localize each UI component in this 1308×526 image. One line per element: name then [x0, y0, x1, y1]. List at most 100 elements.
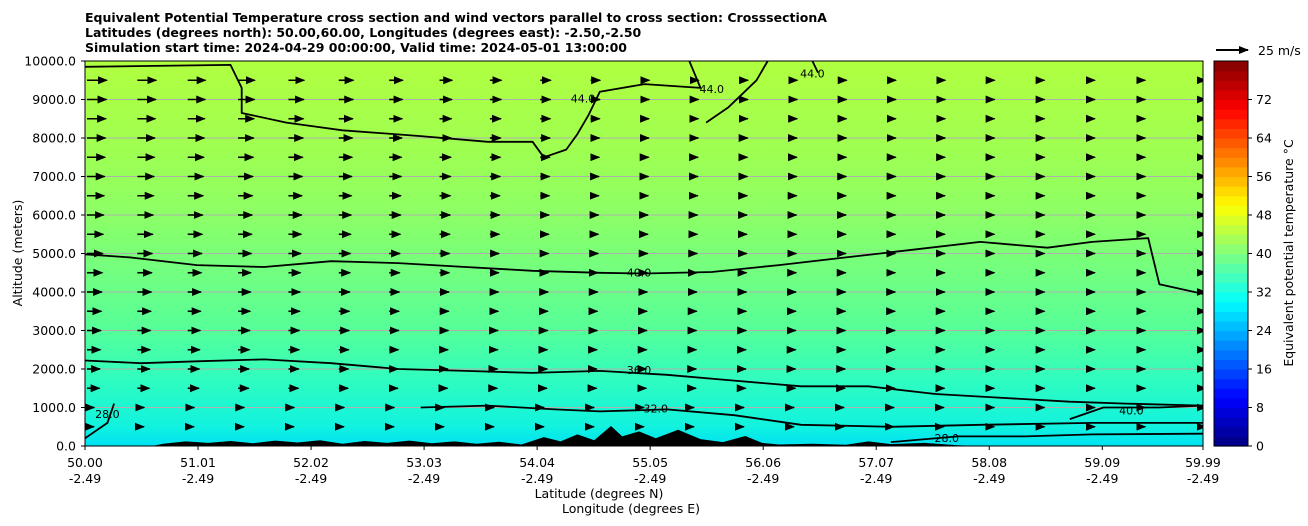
contour-label: 32.0 — [644, 402, 669, 415]
axes: 0.0 1000.0 2000.0 3000.0 4000.0 5000.0 6000.0 7… — [24, 54, 1221, 487]
colorbar-tick-label: 0 — [1256, 439, 1264, 454]
colorbar-band — [1214, 253, 1248, 264]
x-tick-label-lat: 52.02 — [293, 455, 329, 470]
colorbar-band — [1214, 320, 1248, 332]
colorbar-label: Equivalent potential temperature °C — [1281, 139, 1296, 367]
contour-label: 28.0 — [934, 432, 959, 445]
colorbar-band — [1214, 243, 1248, 255]
colorbar-band — [1214, 99, 1248, 110]
colorbar-band — [1214, 80, 1248, 91]
colorbar-band — [1214, 378, 1248, 389]
contour-label: 40.0 — [627, 267, 652, 280]
colorbar-band — [1214, 70, 1248, 81]
colorbar-band — [1214, 369, 1248, 380]
x-axis-label-longitude: Longitude (degrees E) — [562, 501, 700, 516]
colorbar-band — [1214, 157, 1248, 168]
colorbar-tick-label: 48 — [1256, 208, 1272, 223]
contour-line-40.0 — [85, 237, 1203, 295]
title-line-1: Equivalent Potential Temperature cross s… — [85, 10, 827, 25]
colorbar-tick-label: 40 — [1256, 246, 1272, 261]
x-tick-label-lon: -2.49 — [1187, 471, 1219, 486]
y-tick-label: 7000.0 — [32, 169, 76, 184]
colorbar-band — [1214, 407, 1248, 418]
y-tick-label: 2000.0 — [32, 362, 76, 377]
colorbar-band — [1214, 272, 1248, 283]
x-tick-label-lat: 57.07 — [858, 455, 894, 470]
colorbar-band — [1214, 147, 1248, 158]
y-tick-label: 0.0 — [56, 439, 76, 454]
x-tick-label-lat: 54.04 — [519, 455, 555, 470]
contour-line-44.0 — [811, 61, 819, 73]
colorbar-band — [1214, 282, 1248, 293]
colorbar-tick-label: 24 — [1256, 323, 1272, 338]
x-tick-label-lon: -2.49 — [634, 471, 666, 486]
contour-label: 28.0 — [95, 408, 120, 421]
x-tick-label-lon: -2.49 — [182, 471, 214, 486]
contour-line-44.0 — [705, 61, 769, 124]
y-tick-label: 4000.0 — [32, 285, 76, 300]
colorbar-band — [1214, 436, 1248, 447]
contour-label: 44.0 — [699, 83, 724, 96]
y-tick-label: 10000.0 — [24, 54, 76, 69]
contour-line-36.0 — [85, 358, 1203, 407]
contour-line-40.0 — [1069, 404, 1203, 420]
y-tick-label: 6000.0 — [32, 208, 76, 223]
contour-line-28.0 — [890, 432, 1203, 443]
x-tick-label-lat: 56.06 — [745, 455, 781, 470]
x-tick-label-lon: -2.49 — [1086, 471, 1118, 486]
colorbar-band — [1214, 176, 1248, 187]
x-tick-label-lon: -2.49 — [747, 471, 779, 486]
colorbar-band — [1214, 330, 1248, 341]
colorbar-band — [1214, 349, 1248, 360]
terrain-shape — [146, 426, 981, 446]
colorbar-band — [1214, 234, 1248, 245]
contour-lines: 40.0 36.0 40.0 32.0 28.0 28.0 44.0 44.0 44.0 — [85, 61, 1203, 445]
wind-reference-label: 25 m/s — [1258, 43, 1301, 58]
x-tick-label-lat: 58.08 — [971, 455, 1007, 470]
colorbar-band — [1214, 138, 1248, 149]
colorbar-band — [1214, 417, 1248, 428]
colorbar-band — [1214, 215, 1248, 226]
title-line-2: Latitudes (degrees north): 50.00,60.00, … — [85, 25, 642, 40]
x-tick-label-lon: -2.49 — [408, 471, 440, 486]
y-tick-label: 3000.0 — [32, 323, 76, 338]
y-axis-label: Altitude (meters) — [10, 200, 25, 307]
contour-label: 44.0 — [571, 93, 596, 106]
colorbar-band — [1214, 397, 1248, 409]
title-line-3: Simulation start time: 2024-04-29 00:00:… — [85, 40, 627, 55]
colorbar-band — [1214, 186, 1248, 197]
colorbar: 0 8 16 24 32 40 48 56 64 72 — [1213, 60, 1272, 454]
colorbar-band — [1214, 128, 1248, 139]
x-tick-label-lat: 51.01 — [180, 455, 216, 470]
contour-line-32.0 — [420, 404, 1203, 428]
x-tick-label-lon: -2.49 — [295, 471, 327, 486]
colorbar-tick-label: 64 — [1256, 131, 1272, 146]
y-tick-label: 5000.0 — [32, 246, 76, 261]
wind-reference-key: 25 m/s — [1216, 43, 1301, 58]
y-tick-label: 8000.0 — [32, 131, 76, 146]
colorbar-tick-label: 8 — [1256, 400, 1264, 415]
colorbar-band — [1214, 224, 1248, 235]
colorbar-band — [1214, 118, 1248, 129]
colorbar-band — [1214, 61, 1248, 72]
colorbar-tick-label: 72 — [1256, 92, 1272, 107]
colorbar-band — [1214, 205, 1248, 216]
x-axis-label-latitude: Latitude (degrees N) — [535, 486, 664, 501]
contour-line-44.0 — [85, 61, 702, 159]
contour-label: 44.0 — [800, 67, 825, 80]
contour-label: 40.0 — [1119, 404, 1144, 417]
y-tick-label: 1000.0 — [32, 400, 76, 415]
colorbar-band — [1214, 301, 1248, 312]
wind-vectors — [85, 76, 1203, 431]
colorbar-band — [1214, 340, 1248, 351]
colorbar-band — [1214, 89, 1248, 101]
x-tick-label-lat: 59.09 — [1084, 455, 1120, 470]
colorbar-band — [1214, 292, 1248, 303]
x-tick-label-lon: -2.49 — [69, 471, 101, 486]
colorbar-tick-label: 16 — [1256, 362, 1272, 377]
colorbar-band — [1214, 263, 1248, 274]
contour-label: 36.0 — [627, 364, 652, 377]
x-tick-label-lon: -2.49 — [973, 471, 1005, 486]
x-tick-label-lat: 53.03 — [406, 455, 442, 470]
